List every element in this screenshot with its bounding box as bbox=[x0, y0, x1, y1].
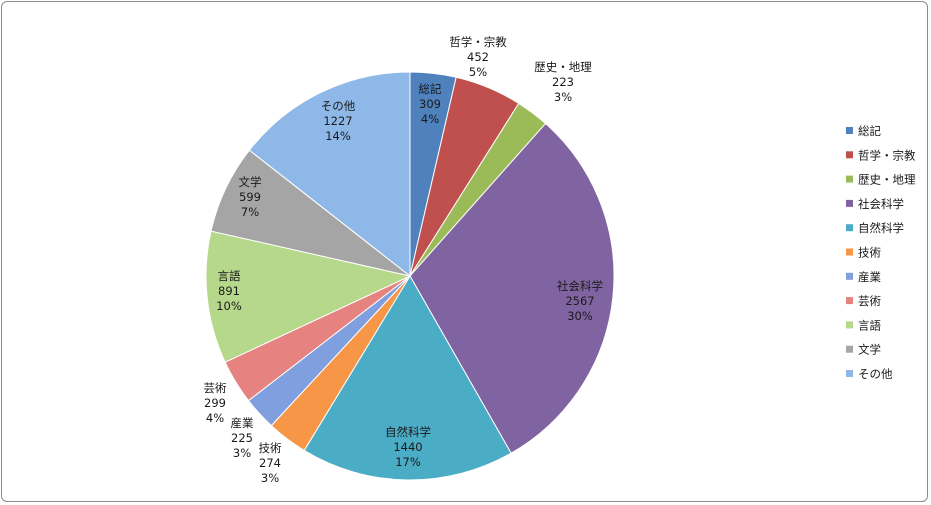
legend-label: 総記 bbox=[858, 124, 881, 138]
legend-label: 文学 bbox=[858, 343, 881, 357]
legend-swatch bbox=[846, 297, 853, 305]
percent-label: 30% bbox=[567, 309, 593, 323]
value-label: 599 bbox=[239, 190, 261, 204]
legend-item-0: 総記 bbox=[846, 124, 881, 138]
legend-label: 自然科学 bbox=[858, 221, 904, 235]
category-label: 総記 bbox=[419, 82, 442, 96]
legend-swatch bbox=[846, 175, 853, 183]
legend-label: 言語 bbox=[858, 318, 881, 332]
legend-swatch bbox=[846, 127, 853, 134]
legend-label: その他 bbox=[858, 367, 893, 381]
value-label: 309 bbox=[419, 97, 441, 111]
legend-item-7: 芸術 bbox=[846, 294, 881, 308]
value-label: 891 bbox=[218, 284, 240, 298]
value-label: 299 bbox=[204, 396, 226, 410]
legend-label: 芸術 bbox=[858, 294, 881, 308]
pie-slice-8 bbox=[205, 230, 412, 363]
legend-swatch bbox=[846, 199, 853, 207]
legend-item-1: 哲学・宗教 bbox=[846, 148, 916, 162]
percent-label: 14% bbox=[325, 129, 351, 143]
legend-swatch bbox=[846, 248, 853, 256]
legend-label: 哲学・宗教 bbox=[858, 148, 916, 162]
legend-item-6: 産業 bbox=[846, 270, 881, 284]
category-label: 哲学・宗教 bbox=[449, 35, 507, 49]
legend-item-5: 技術 bbox=[846, 246, 881, 260]
legend-swatch bbox=[846, 224, 853, 232]
value-label: 2567 bbox=[565, 294, 594, 308]
value-label: 1227 bbox=[323, 114, 352, 128]
legend-item-4: 自然科学 bbox=[846, 221, 904, 235]
value-label: 452 bbox=[467, 50, 489, 64]
percent-label: 17% bbox=[395, 455, 421, 469]
value-label: 225 bbox=[231, 431, 253, 445]
legend-label: 歴史・地理 bbox=[858, 173, 916, 187]
category-label: 自然科学 bbox=[385, 425, 431, 439]
pie-slice-10 bbox=[248, 71, 411, 278]
category-label: 社会科学 bbox=[557, 279, 603, 293]
legend-swatch bbox=[846, 345, 853, 353]
legend-label: 社会科学 bbox=[858, 197, 904, 211]
percent-label: 5% bbox=[469, 65, 487, 79]
legend-swatch bbox=[846, 272, 853, 280]
legend-swatch bbox=[846, 370, 853, 377]
value-label: 1440 bbox=[393, 440, 422, 454]
legend-item-8: 言語 bbox=[846, 318, 881, 332]
legend-item-2: 歴史・地理 bbox=[846, 173, 916, 187]
category-label: 芸術 bbox=[204, 381, 227, 395]
value-label: 223 bbox=[552, 75, 574, 89]
legend-label: 産業 bbox=[858, 270, 881, 284]
value-label: 274 bbox=[259, 456, 281, 470]
percent-label: 4% bbox=[421, 112, 439, 126]
category-label: 文学 bbox=[239, 175, 262, 189]
legend-label: 技術 bbox=[858, 246, 881, 260]
percent-label: 7% bbox=[241, 205, 259, 219]
pie-slice-4 bbox=[303, 275, 512, 481]
percent-label: 10% bbox=[216, 299, 242, 313]
percent-label: 3% bbox=[261, 471, 279, 485]
percent-label: 3% bbox=[554, 90, 572, 104]
category-label: その他 bbox=[321, 99, 356, 113]
legend-item-10: その他 bbox=[846, 367, 893, 381]
category-label: 言語 bbox=[218, 269, 241, 283]
category-label: 歴史・地理 bbox=[534, 60, 592, 74]
percent-label: 4% bbox=[206, 411, 224, 425]
pie-slice-3 bbox=[409, 122, 615, 454]
legend-swatch bbox=[846, 321, 853, 329]
legend-swatch bbox=[846, 151, 853, 159]
percent-label: 3% bbox=[233, 446, 251, 460]
legend-item-3: 社会科学 bbox=[846, 197, 904, 211]
category-label: 技術 bbox=[259, 441, 282, 455]
legend-item-9: 文学 bbox=[846, 343, 881, 357]
category-label: 産業 bbox=[231, 416, 254, 430]
